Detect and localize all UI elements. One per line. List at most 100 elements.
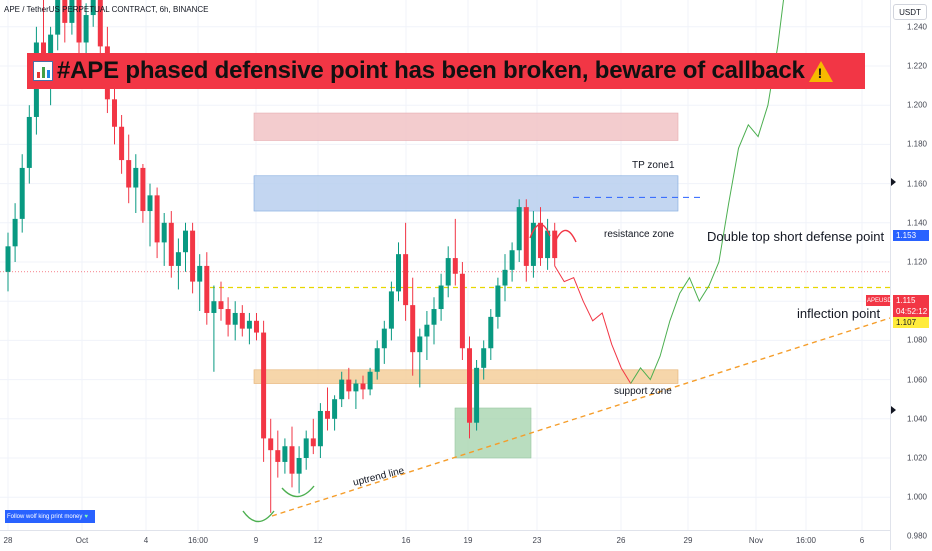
heart-icon: ♥ (84, 513, 88, 520)
time-tick-label: 29 (683, 536, 693, 545)
candle-body (289, 446, 295, 474)
candle-body (133, 167, 139, 188)
candle-body (516, 207, 522, 251)
time-tick-label: 28 (3, 536, 13, 545)
current-price-label: 1.115 (893, 295, 929, 306)
double-top-arrow (555, 229, 577, 243)
candle-body (183, 230, 188, 253)
candle-body (41, 42, 46, 63)
zone-0 (253, 112, 679, 141)
candle-body (303, 438, 309, 458)
candle-body (168, 222, 174, 266)
candle-body (346, 379, 352, 392)
currency-button[interactable]: USDT (893, 4, 927, 20)
candle-body (190, 230, 196, 282)
price-tick-label: 1.140 (906, 218, 927, 228)
candle-body (403, 254, 409, 306)
candle-body (197, 265, 203, 282)
candle-body (246, 320, 252, 329)
candle-body (268, 438, 274, 451)
double-top-arrow (529, 223, 551, 239)
inflection-price-label: 1.107 (893, 317, 929, 328)
chart-canvas[interactable] (0, 0, 891, 537)
candle-body (225, 309, 231, 325)
time-tick-label: 12 (313, 536, 323, 545)
scroll-arrow-icon[interactable] (891, 406, 896, 414)
time-tick-label: 9 (253, 536, 259, 545)
scroll-arrow-icon[interactable] (891, 178, 896, 186)
price-tick-label: 0.980 (906, 531, 927, 541)
support-zone-label: support zone (614, 386, 672, 397)
candle-body (119, 126, 125, 161)
candle-body (452, 258, 458, 274)
candle-body (90, 0, 96, 16)
candle-body (502, 269, 508, 286)
candle-body (381, 328, 387, 349)
candle-body (69, 0, 75, 23)
candle-body (360, 383, 366, 390)
candle-body (325, 410, 330, 419)
time-tick-label: 26 (616, 536, 626, 545)
candle-body (339, 379, 345, 400)
bottom-arrow (281, 485, 315, 498)
candle-body (175, 252, 181, 266)
candle-body (147, 195, 153, 212)
projection-down-line (554, 265, 632, 384)
time-tick-label: 19 (463, 536, 473, 545)
candle-body (261, 332, 267, 439)
follow-note-text: Follow wolf king print money (7, 513, 83, 520)
candle-body (275, 450, 281, 462)
candle-body (83, 15, 89, 43)
candle-body (254, 320, 259, 333)
defense-price-label: 1.153 (893, 230, 929, 241)
time-tick-label: 4 (143, 536, 149, 545)
follow-note: Follow wolf king print money ♥ (5, 510, 95, 523)
time-tick-label: 6 (859, 536, 865, 545)
candle-body (76, 0, 82, 43)
symbol-title: APE / TetherUS PERPETUAL CONTRACT, 6h, B… (4, 5, 209, 14)
candle-body (211, 301, 217, 313)
candle-body (538, 222, 543, 259)
candle-body (410, 305, 416, 353)
candle-body (126, 160, 132, 188)
price-axis[interactable]: 1.2601.2401.2201.2001.1801.1601.1401.120… (890, 0, 932, 550)
candle-body (481, 348, 487, 368)
time-tick-label: 23 (532, 536, 542, 545)
time-tick-label: 16:00 (795, 536, 817, 545)
price-tick-label: 1.080 (906, 335, 927, 345)
uptrend-line (271, 317, 891, 517)
candle-body (282, 446, 288, 462)
candle-body (445, 258, 451, 286)
time-tick-label: Nov (748, 536, 764, 545)
candle-body (12, 218, 18, 247)
headline-text: #APE phased defensive point has been bro… (57, 57, 805, 84)
price-tick-label: 1.200 (906, 100, 927, 110)
candle-body (19, 167, 25, 219)
candle-body (438, 285, 444, 310)
candle-body (467, 348, 472, 423)
candle-body (474, 367, 480, 423)
candle-body (204, 265, 210, 313)
ticker-label: APEUSDT.P (866, 295, 900, 306)
candle-body (161, 222, 167, 243)
candle-body (495, 285, 501, 317)
candle-body (62, 0, 68, 23)
candle-body (310, 438, 316, 447)
time-tick-label: 16:00 (187, 536, 209, 545)
candle-body (431, 309, 437, 325)
candle-body (154, 195, 160, 243)
bottom-arrow (242, 510, 275, 523)
candle-body (523, 207, 529, 266)
candle-body (296, 458, 302, 474)
time-tick-label: 16 (401, 536, 411, 545)
candle-body (55, 0, 61, 35)
price-tick-label: 1.180 (906, 139, 927, 149)
resistance-zone-label: resistance zone (604, 229, 675, 240)
time-axis[interactable]: 28 Oct 4 16:00 9 12 16 19 23 26 29 Nov 16:00 6 (0, 530, 890, 551)
candle-body (317, 410, 323, 447)
price-tick-label: 1.220 (906, 61, 927, 71)
consolidation-box (454, 407, 532, 459)
candle-body (417, 336, 423, 353)
price-tick-label: 1.020 (906, 453, 927, 463)
candle-body (530, 222, 536, 266)
